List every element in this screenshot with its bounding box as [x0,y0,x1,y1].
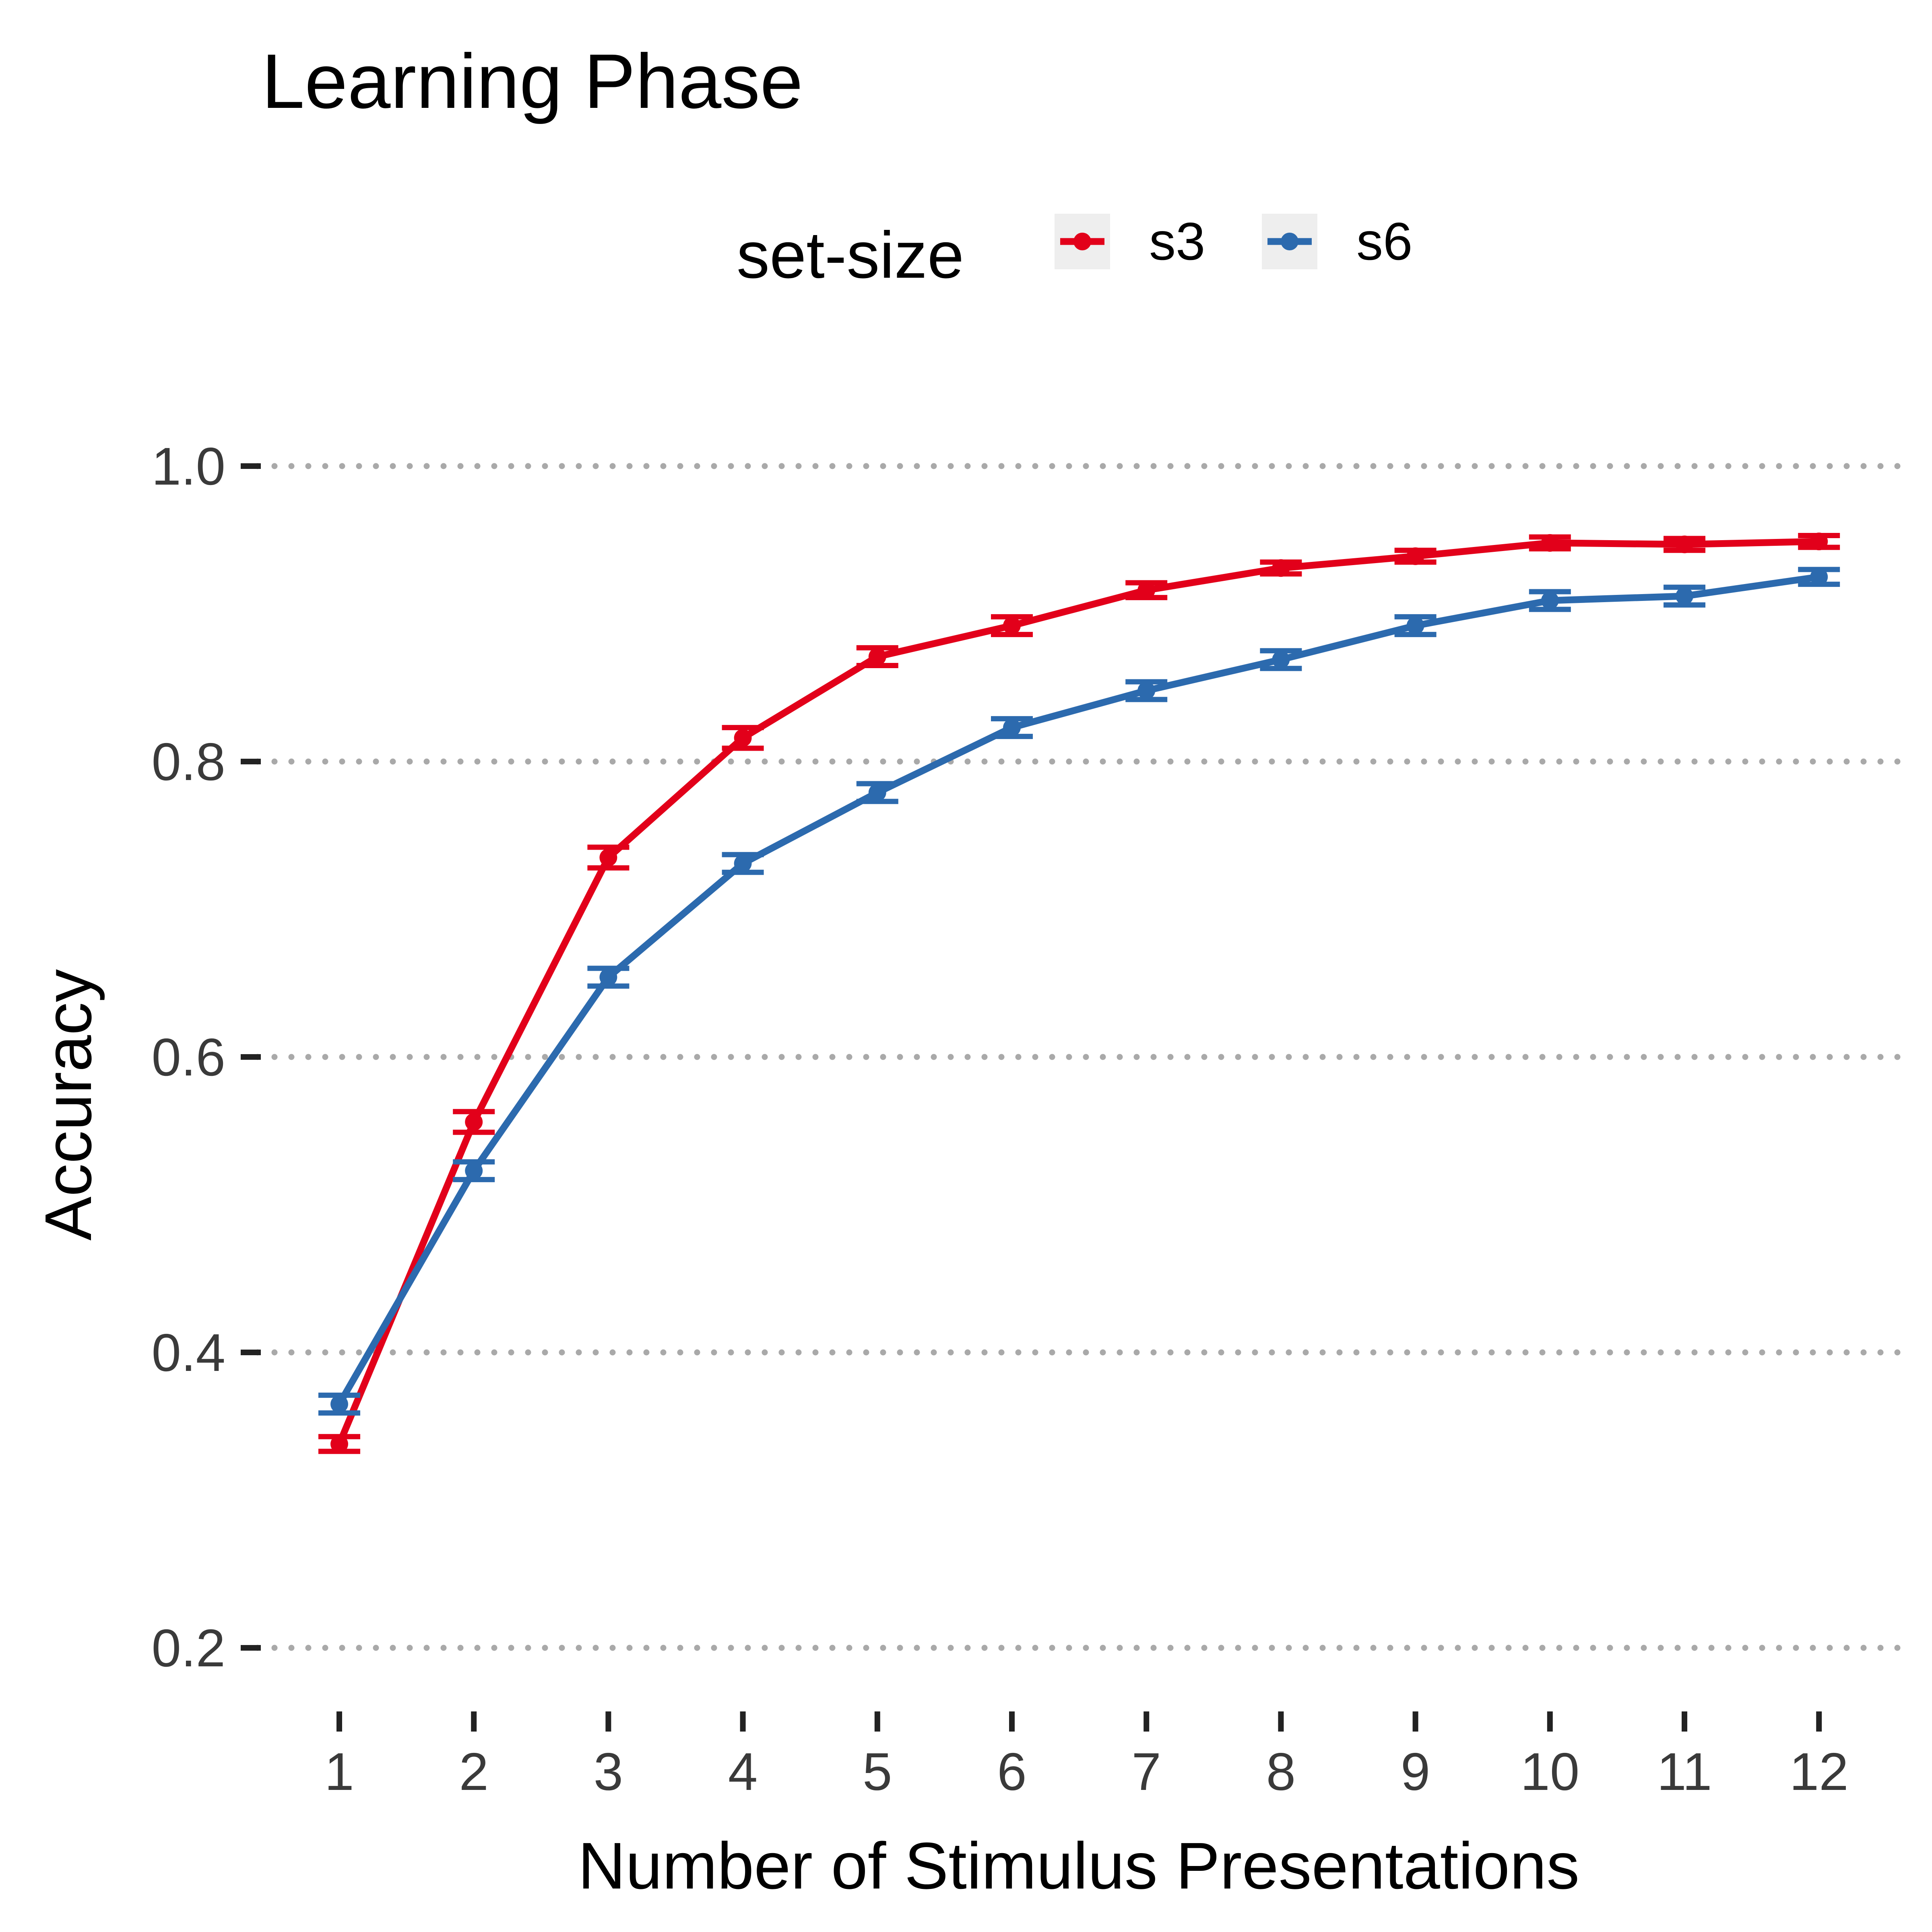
y-tick-label: 0.2 [152,1618,226,1678]
x-tick-label: 6 [997,1742,1026,1801]
data-point [868,784,886,802]
legend-items: s3 s6 [1055,212,1412,271]
data-point [330,1435,348,1453]
x-tick-label: 4 [728,1742,758,1801]
legend-label: s3 [1149,212,1205,271]
x-tick-label: 8 [1266,1742,1296,1801]
data-point [1137,581,1156,599]
data-point [599,968,617,986]
series-s6 [318,567,1840,1416]
x-tick-label: 12 [1790,1742,1849,1801]
data-point [1676,587,1693,605]
legend-item-s3: s3 [1055,212,1205,271]
legend-label: s6 [1356,212,1412,271]
data-point [1272,559,1290,577]
legend-key-point [1281,233,1298,250]
x-tick-label: 9 [1401,1742,1430,1801]
data-point [1137,681,1156,700]
gridlines [254,463,1903,1651]
data-point [868,648,886,666]
data-point [1676,535,1693,553]
series-s3 [318,533,1840,1454]
data-point [1003,718,1021,737]
data-point [1810,533,1828,551]
data-point [599,848,617,867]
y-tick-label: 0.4 [152,1323,226,1382]
chart-title: Learning Phase [262,38,803,124]
y-tick-label: 0.6 [152,1028,226,1087]
data-point [465,1113,483,1131]
series-layer [318,533,1840,1454]
data-point [1541,534,1559,552]
x-tick-label: 7 [1131,1742,1161,1801]
x-tick-label: 5 [863,1742,892,1801]
data-point [734,855,752,873]
x-axis: 1 2 3 4 5 6 7 8 9 10 11 12 [324,1711,1849,1801]
data-point [465,1162,483,1180]
data-point [1003,617,1021,635]
y-axis: 0.2 0.4 0.6 0.8 1.0 [152,437,261,1678]
x-tick-label: 3 [594,1742,623,1801]
data-point [1541,591,1559,609]
x-tick-label: 1 [324,1742,354,1801]
legend-title: set-size [737,218,964,292]
data-point [734,729,752,747]
x-axis-title: Number of Stimulus Presentations [578,1829,1579,1903]
legend: set-size s3 s6 [737,212,1412,292]
x-tick-label: 10 [1520,1742,1579,1801]
data-point [330,1395,348,1413]
data-point [1810,568,1828,586]
y-tick-label: 0.8 [152,732,226,791]
x-tick-label: 11 [1657,1742,1712,1801]
series-line [336,573,1823,1408]
x-tick-label: 2 [459,1742,488,1801]
legend-key-point [1073,233,1091,250]
data-point [1406,547,1424,565]
y-axis-title: Accuracy [31,969,105,1241]
data-point [1406,617,1424,635]
legend-item-s6: s6 [1262,212,1412,271]
y-tick-label: 1.0 [152,437,226,496]
data-point [1272,650,1290,669]
series-line [336,538,1823,1448]
